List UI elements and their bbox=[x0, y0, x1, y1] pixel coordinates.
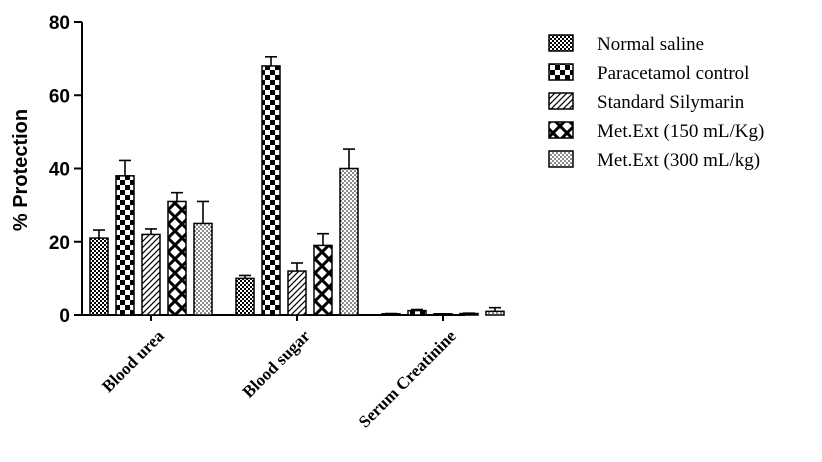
legend-swatch bbox=[548, 150, 574, 168]
y-axis: 0 20 40 60 80 bbox=[49, 13, 83, 327]
legend-swatch bbox=[548, 63, 574, 81]
bar bbox=[115, 175, 135, 316]
bar bbox=[287, 270, 307, 316]
y-tick-label: 60 bbox=[49, 86, 70, 107]
bar bbox=[339, 167, 359, 316]
bar bbox=[193, 222, 213, 316]
legend-swatch bbox=[548, 121, 574, 139]
y-tick-label: 80 bbox=[49, 13, 70, 34]
bar bbox=[89, 237, 109, 316]
y-tick-label: 20 bbox=[49, 233, 70, 254]
bar bbox=[485, 310, 505, 316]
legend-label: Normal saline bbox=[597, 34, 704, 55]
category-labels: Blood urea Blood sugar Serum Creatinine bbox=[98, 326, 460, 431]
legend-label: Standard Silymarin bbox=[597, 92, 745, 113]
y-tick-label: 40 bbox=[49, 160, 70, 181]
legend: Normal saline Paracetamol control Standard… bbox=[548, 34, 764, 171]
bar bbox=[141, 233, 161, 316]
legend-swatch bbox=[548, 92, 574, 110]
bar bbox=[261, 65, 281, 316]
x-axis bbox=[81, 314, 465, 321]
category-label: Serum Creatinine bbox=[355, 326, 460, 431]
category-label: Blood urea bbox=[98, 326, 168, 396]
bar bbox=[167, 200, 187, 316]
bar bbox=[235, 277, 255, 316]
bars-group bbox=[89, 65, 505, 316]
legend-label: Met.Ext (300 mL/kg) bbox=[597, 150, 760, 171]
category-label: Blood sugar bbox=[239, 326, 315, 402]
legend-swatch bbox=[548, 34, 574, 52]
y-axis-label: % Protection bbox=[10, 109, 32, 231]
legend-label: Met.Ext (150 mL/Kg) bbox=[597, 121, 764, 142]
y-tick-label: 0 bbox=[59, 306, 70, 327]
error-bars-group bbox=[93, 55, 501, 315]
bar bbox=[407, 309, 427, 316]
legend-label: Paracetamol control bbox=[597, 63, 749, 84]
bar bbox=[313, 244, 333, 316]
